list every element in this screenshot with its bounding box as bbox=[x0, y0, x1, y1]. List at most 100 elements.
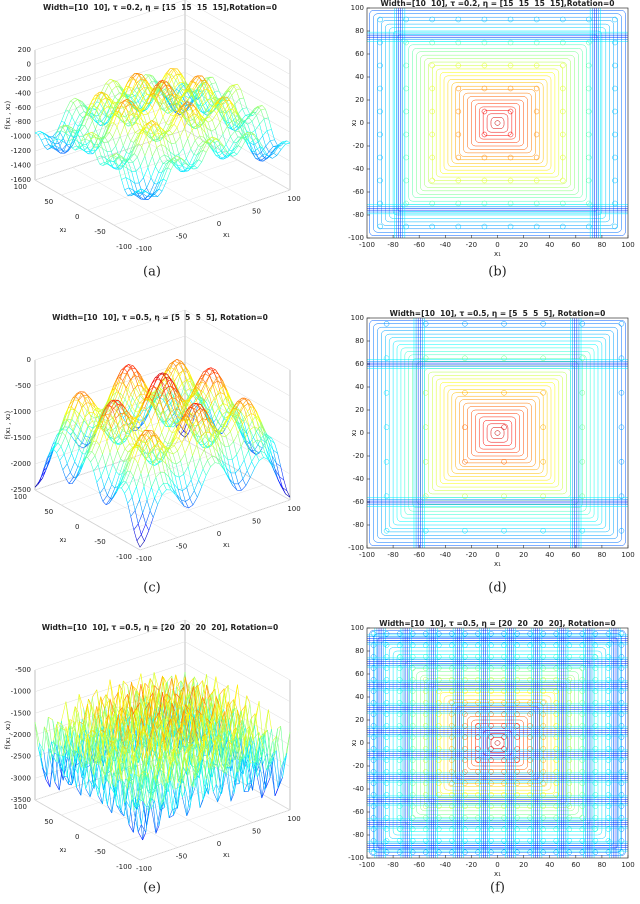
contour-line bbox=[586, 177, 592, 184]
mesh-line bbox=[182, 101, 188, 107]
mesh-line bbox=[223, 156, 227, 160]
mesh-line bbox=[235, 121, 240, 132]
mesh-line bbox=[220, 100, 226, 106]
mesh-line bbox=[240, 446, 245, 461]
mesh-line bbox=[99, 117, 104, 125]
mesh-line bbox=[102, 161, 107, 166]
mesh-line bbox=[193, 145, 199, 155]
mesh-line bbox=[270, 139, 275, 142]
contour-line bbox=[429, 223, 435, 230]
mesh-line bbox=[164, 364, 170, 372]
mesh-line bbox=[216, 103, 222, 111]
mesh-line bbox=[243, 420, 248, 433]
y-tick-label: -20 bbox=[353, 142, 364, 150]
mesh-line bbox=[194, 165, 198, 169]
mesh-line bbox=[254, 444, 259, 451]
mesh-line bbox=[109, 99, 114, 109]
mesh-line bbox=[236, 88, 241, 91]
mesh-line bbox=[160, 169, 165, 182]
mesh-line bbox=[176, 359, 181, 363]
mesh-line bbox=[183, 370, 188, 373]
mesh-line bbox=[84, 417, 89, 427]
mesh-line bbox=[77, 117, 83, 127]
mesh-line bbox=[171, 143, 175, 156]
mesh-line bbox=[121, 106, 127, 116]
mesh-line bbox=[227, 426, 231, 432]
mesh-line bbox=[162, 108, 168, 118]
mesh-line bbox=[178, 114, 182, 119]
mesh-line bbox=[111, 145, 116, 152]
z-tick-label: -400 bbox=[15, 89, 31, 97]
contour-line bbox=[432, 65, 563, 181]
mesh-line bbox=[216, 410, 220, 419]
mesh-line bbox=[121, 115, 125, 125]
mesh-line bbox=[100, 100, 105, 110]
x-tick-label: 100 bbox=[287, 505, 300, 513]
mesh-line bbox=[237, 115, 243, 124]
mesh-line bbox=[133, 77, 137, 84]
mesh-line bbox=[74, 123, 79, 127]
mesh-line bbox=[155, 398, 161, 411]
mesh-line bbox=[132, 122, 136, 126]
mesh-line bbox=[197, 88, 201, 95]
mesh-line bbox=[196, 85, 200, 95]
mesh-line bbox=[266, 130, 271, 141]
mesh-line bbox=[234, 98, 240, 105]
mesh-line bbox=[161, 91, 167, 98]
mesh-line bbox=[185, 498, 191, 502]
mesh-line bbox=[174, 154, 179, 156]
mesh-line bbox=[106, 94, 111, 101]
mesh-line bbox=[116, 391, 121, 394]
mesh-line bbox=[224, 109, 229, 115]
mesh-line bbox=[180, 391, 186, 400]
mesh-line bbox=[150, 96, 155, 99]
contour-line bbox=[377, 85, 383, 92]
mesh-line bbox=[57, 138, 63, 142]
mesh-line bbox=[221, 144, 227, 152]
mesh-line bbox=[191, 85, 197, 94]
mesh-line bbox=[189, 91, 195, 98]
mesh-line bbox=[202, 383, 207, 392]
mesh-line bbox=[146, 132, 152, 139]
mesh-line bbox=[140, 108, 145, 111]
mesh-line bbox=[159, 98, 165, 108]
mesh-line bbox=[131, 427, 136, 431]
contour-line bbox=[455, 85, 462, 92]
mesh-line bbox=[231, 89, 237, 96]
mesh-line bbox=[268, 117, 272, 130]
mesh-line bbox=[166, 140, 171, 152]
contour-line bbox=[377, 39, 383, 46]
y-tick-label: 0 bbox=[360, 119, 364, 127]
mesh-line bbox=[181, 109, 187, 119]
mesh-line bbox=[68, 111, 73, 117]
mesh-line bbox=[214, 146, 218, 150]
mesh-line bbox=[219, 99, 224, 105]
mesh-line bbox=[127, 134, 131, 142]
mesh-line bbox=[233, 83, 238, 86]
mesh-line bbox=[232, 109, 237, 122]
mesh-line bbox=[217, 422, 221, 426]
mesh-line bbox=[138, 177, 144, 184]
y-tick-label: 50 bbox=[44, 508, 53, 516]
mesh-line bbox=[207, 89, 212, 92]
mesh-line bbox=[93, 103, 98, 110]
mesh-line bbox=[139, 193, 143, 197]
mesh-line bbox=[243, 406, 248, 417]
grid-line bbox=[34, 0, 291, 61]
contour-line bbox=[404, 41, 591, 205]
mesh-line bbox=[81, 435, 86, 444]
mesh-line bbox=[92, 120, 96, 130]
mesh-line bbox=[116, 95, 122, 103]
mesh-line bbox=[158, 163, 164, 173]
contour-line bbox=[507, 108, 514, 115]
mesh-line bbox=[146, 177, 152, 189]
mesh-line bbox=[137, 450, 143, 464]
mesh-line bbox=[216, 113, 221, 123]
mesh-line bbox=[147, 411, 152, 422]
mesh-line bbox=[228, 109, 233, 122]
mesh-line bbox=[105, 118, 111, 128]
mesh-line bbox=[123, 101, 128, 108]
mesh-line bbox=[99, 109, 105, 118]
mesh-line bbox=[217, 143, 221, 147]
mesh-line bbox=[160, 89, 165, 99]
